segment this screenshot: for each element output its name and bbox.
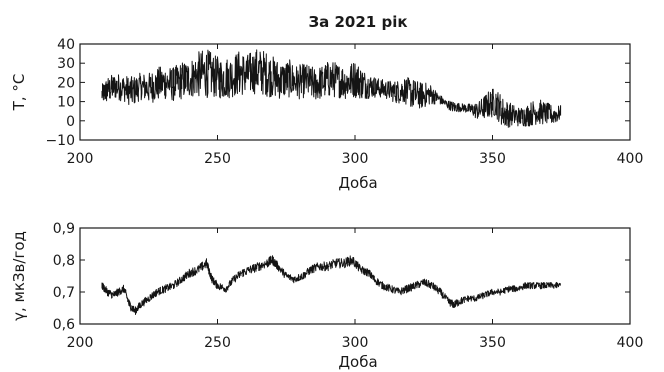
gamma-plot-frame bbox=[79, 227, 631, 325]
gamma-x-tick-label: 350 bbox=[479, 335, 506, 351]
gamma-x-tick-label: 200 bbox=[67, 335, 94, 351]
temperature-y-ticks: −10 0 10 20 30 40 bbox=[45, 37, 630, 149]
temperature-y-axis-label: T, °C bbox=[10, 74, 28, 112]
gamma-y-tick-label: 0,9 bbox=[53, 221, 75, 237]
gamma-x-tick-label: 250 bbox=[204, 335, 231, 351]
temperature-x-tick-label: 350 bbox=[479, 151, 506, 167]
gamma-series-line bbox=[101, 255, 561, 315]
gamma-chart: 200 250 300 350 400 0,6 0,7 0,8 0,9 Доба γ, мкЗ… bbox=[10, 221, 643, 371]
gamma-y-tick-label: 0,6 bbox=[53, 317, 75, 333]
temperature-y-tick-label: 10 bbox=[57, 95, 75, 111]
temperature-x-axis-label: Доба bbox=[338, 174, 377, 192]
temperature-x-tick-label: 250 bbox=[204, 151, 231, 167]
gamma-y-tick-label: 0,8 bbox=[53, 253, 75, 269]
temperature-y-tick-label: −10 bbox=[45, 133, 75, 149]
temperature-x-tick-label: 400 bbox=[617, 151, 644, 167]
temperature-y-tick-label: 30 bbox=[57, 56, 75, 72]
gamma-x-tick-label: 400 bbox=[617, 335, 644, 351]
temperature-y-tick-label: 20 bbox=[57, 75, 75, 91]
temperature-x-tick-label: 300 bbox=[342, 151, 369, 167]
temperature-y-tick-label: 0 bbox=[66, 114, 75, 130]
temperature-y-tick-label: 40 bbox=[57, 37, 75, 53]
temperature-series-line bbox=[101, 49, 562, 128]
chart-title: За 2021 рік bbox=[308, 13, 407, 31]
gamma-y-ticks: 0,6 0,7 0,8 0,9 bbox=[53, 221, 630, 333]
temperature-x-tick-label: 200 bbox=[67, 151, 94, 167]
temperature-x-ticks: 200 250 300 350 400 bbox=[67, 44, 644, 167]
gamma-x-ticks: 200 250 300 350 400 bbox=[67, 228, 644, 351]
gamma-x-axis-label: Доба bbox=[338, 353, 377, 371]
gamma-x-tick-label: 300 bbox=[342, 335, 369, 351]
temperature-chart: 200 250 300 350 400 −10 0 10 20 30 40 Доба T, °C bbox=[10, 37, 643, 192]
gamma-y-axis-label: γ, мкЗв/год bbox=[10, 231, 28, 321]
gamma-y-tick-label: 0,7 bbox=[53, 285, 75, 301]
